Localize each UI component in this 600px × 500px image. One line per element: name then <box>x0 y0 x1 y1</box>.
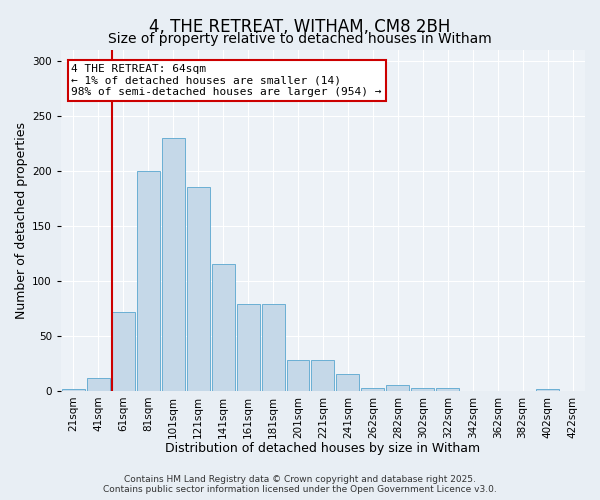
Bar <box>87 378 110 391</box>
Text: 4 THE RETREAT: 64sqm
← 1% of detached houses are smaller (14)
98% of semi-detach: 4 THE RETREAT: 64sqm ← 1% of detached ho… <box>71 64 382 97</box>
Text: Size of property relative to detached houses in Witham: Size of property relative to detached ho… <box>108 32 492 46</box>
Bar <box>361 388 385 391</box>
Bar <box>187 188 209 391</box>
Bar <box>311 360 334 391</box>
Text: 4, THE RETREAT, WITHAM, CM8 2BH: 4, THE RETREAT, WITHAM, CM8 2BH <box>149 18 451 36</box>
Bar <box>137 171 160 391</box>
Text: Contains HM Land Registry data © Crown copyright and database right 2025.
Contai: Contains HM Land Registry data © Crown c… <box>103 474 497 494</box>
Bar <box>436 388 459 391</box>
Bar <box>212 264 235 391</box>
Bar <box>236 304 260 391</box>
Bar <box>112 312 135 391</box>
Y-axis label: Number of detached properties: Number of detached properties <box>15 122 28 319</box>
Bar <box>536 388 559 391</box>
Bar <box>337 374 359 391</box>
Bar <box>412 388 434 391</box>
Bar <box>386 386 409 391</box>
Bar <box>287 360 310 391</box>
X-axis label: Distribution of detached houses by size in Witham: Distribution of detached houses by size … <box>166 442 481 455</box>
Bar <box>162 138 185 391</box>
Bar <box>262 304 284 391</box>
Bar <box>62 388 85 391</box>
